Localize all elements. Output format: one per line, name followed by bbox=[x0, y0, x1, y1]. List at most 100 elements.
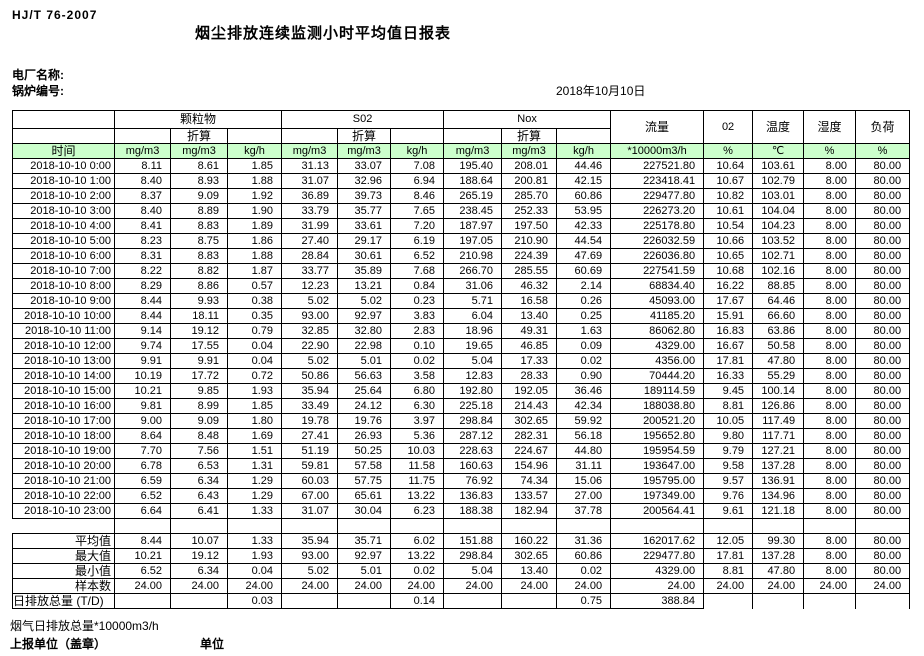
value-cell: 60.86 bbox=[556, 188, 612, 204]
value-cell: 1.33 bbox=[226, 503, 283, 519]
value-cell: 68834.40 bbox=[610, 278, 705, 294]
value-cell: 80.00 bbox=[855, 338, 911, 354]
value-cell: 25.64 bbox=[337, 383, 392, 399]
value-cell: 0.04 bbox=[226, 353, 283, 369]
value-cell: 0.72 bbox=[226, 368, 283, 384]
value-cell: 7.70 bbox=[114, 443, 171, 459]
col-group-flow: 流量 bbox=[610, 110, 705, 144]
value-cell: 187.97 bbox=[443, 218, 503, 234]
value-cell: 229477.80 bbox=[610, 188, 705, 204]
value-cell: 76.92 bbox=[443, 473, 503, 489]
value-cell: 8.00 bbox=[803, 263, 857, 279]
summary-row: 样本数 24.00 24.00 24.00 24.00 24.00 24.00 24.00 24… bbox=[12, 578, 911, 594]
value-cell: 223418.41 bbox=[610, 173, 705, 189]
time-col-blank bbox=[12, 110, 115, 129]
value-cell: 200.81 bbox=[501, 173, 558, 189]
summary-value-cell: 4329.00 bbox=[610, 563, 705, 579]
value-cell: 9.91 bbox=[170, 353, 228, 369]
col-group-so2: S02 bbox=[281, 110, 445, 129]
value-cell: 31.99 bbox=[281, 218, 339, 234]
value-cell: 1.92 bbox=[226, 188, 283, 204]
col-group-temperature: 温度 bbox=[752, 110, 805, 144]
spacer-cell bbox=[12, 518, 115, 534]
summary-value-cell: 5.02 bbox=[281, 563, 339, 579]
so2-converted-header: 折算 bbox=[337, 128, 392, 144]
time-cell: 2018-10-10 23:00 bbox=[12, 503, 115, 519]
value-cell: 80.00 bbox=[855, 383, 911, 399]
value-cell: 8.00 bbox=[803, 443, 857, 459]
value-cell: 80.00 bbox=[855, 428, 911, 444]
value-cell: 35.77 bbox=[337, 203, 392, 219]
value-cell: 17.33 bbox=[501, 353, 558, 369]
hour-row: 2018-10-10 7:00 8.22 8.82 1.87 33.77 35.89 7.6… bbox=[12, 263, 911, 279]
summary-value-cell: 0.75 bbox=[556, 593, 612, 609]
value-cell: 0.57 bbox=[226, 278, 283, 294]
value-cell: 6.19 bbox=[390, 233, 445, 249]
value-cell: 19.65 bbox=[443, 338, 503, 354]
spacer-cell bbox=[610, 518, 705, 534]
summary-label-cell: 最大值 bbox=[12, 548, 115, 564]
value-cell: 17.67 bbox=[703, 293, 754, 309]
value-cell: 8.00 bbox=[803, 368, 857, 384]
spacer-row bbox=[12, 518, 911, 534]
summary-value-cell: 24.00 bbox=[610, 578, 705, 594]
value-cell: 6.52 bbox=[390, 248, 445, 264]
value-cell: 41185.20 bbox=[610, 308, 705, 324]
value-cell: 197.50 bbox=[501, 218, 558, 234]
value-cell: 6.04 bbox=[443, 308, 503, 324]
value-cell: 8.64 bbox=[114, 428, 171, 444]
summary-value-cell: 8.00 bbox=[803, 533, 857, 549]
value-cell: 13.40 bbox=[501, 308, 558, 324]
value-cell: 22.98 bbox=[337, 338, 392, 354]
value-cell: 28.33 bbox=[501, 368, 558, 384]
spacer-cell bbox=[443, 518, 503, 534]
value-cell: 80.00 bbox=[855, 173, 911, 189]
summary-value-cell: 12.05 bbox=[703, 533, 754, 549]
value-cell: 192.05 bbox=[501, 383, 558, 399]
value-cell: 8.83 bbox=[170, 218, 228, 234]
value-cell: 11.75 bbox=[390, 473, 445, 489]
value-cell: 1.51 bbox=[226, 443, 283, 459]
value-cell: 287.12 bbox=[443, 428, 503, 444]
value-cell: 252.33 bbox=[501, 203, 558, 219]
value-cell: 13.22 bbox=[390, 488, 445, 504]
value-cell: 2.14 bbox=[556, 278, 612, 294]
unit-flow: *10000m3/h bbox=[610, 143, 705, 159]
value-cell: 3.83 bbox=[390, 308, 445, 324]
value-cell: 102.16 bbox=[752, 263, 805, 279]
value-cell: 102.79 bbox=[752, 173, 805, 189]
summary-value-cell: 0.02 bbox=[390, 563, 445, 579]
hour-row: 2018-10-10 18:00 8.64 8.48 1.69 27.41 26.93 5.… bbox=[12, 428, 911, 444]
time-col-blank2 bbox=[12, 128, 115, 144]
summary-value-cell: 24.00 bbox=[170, 578, 228, 594]
value-cell: 8.86 bbox=[170, 278, 228, 294]
time-cell: 2018-10-10 14:00 bbox=[12, 368, 115, 384]
value-cell: 226032.59 bbox=[610, 233, 705, 249]
spacer-cell bbox=[170, 518, 228, 534]
value-cell: 228.63 bbox=[443, 443, 503, 459]
value-cell: 9.81 bbox=[114, 398, 171, 414]
unit-pm-mgm3: mg/m3 bbox=[114, 143, 171, 159]
value-cell: 80.00 bbox=[855, 413, 911, 429]
value-cell: 9.85 bbox=[170, 383, 228, 399]
value-cell: 160.63 bbox=[443, 458, 503, 474]
value-cell: 8.44 bbox=[114, 293, 171, 309]
spacer-cell bbox=[281, 518, 339, 534]
value-cell: 18.11 bbox=[170, 308, 228, 324]
hour-row: 2018-10-10 4:00 8.41 8.83 1.89 31.99 33.61 7.2… bbox=[12, 218, 911, 234]
value-cell: 16.33 bbox=[703, 368, 754, 384]
summary-value-cell: 160.22 bbox=[501, 533, 558, 549]
value-cell: 80.00 bbox=[855, 188, 911, 204]
value-cell: 121.18 bbox=[752, 503, 805, 519]
value-cell: 1.88 bbox=[226, 173, 283, 189]
value-cell: 8.11 bbox=[114, 158, 171, 174]
value-cell: 60.69 bbox=[556, 263, 612, 279]
value-cell: 1.90 bbox=[226, 203, 283, 219]
value-cell: 7.20 bbox=[390, 218, 445, 234]
summary-value-cell: 93.00 bbox=[281, 548, 339, 564]
value-cell: 8.00 bbox=[803, 398, 857, 414]
value-cell: 0.38 bbox=[226, 293, 283, 309]
value-cell: 45093.00 bbox=[610, 293, 705, 309]
value-cell: 238.45 bbox=[443, 203, 503, 219]
value-cell: 33.79 bbox=[281, 203, 339, 219]
